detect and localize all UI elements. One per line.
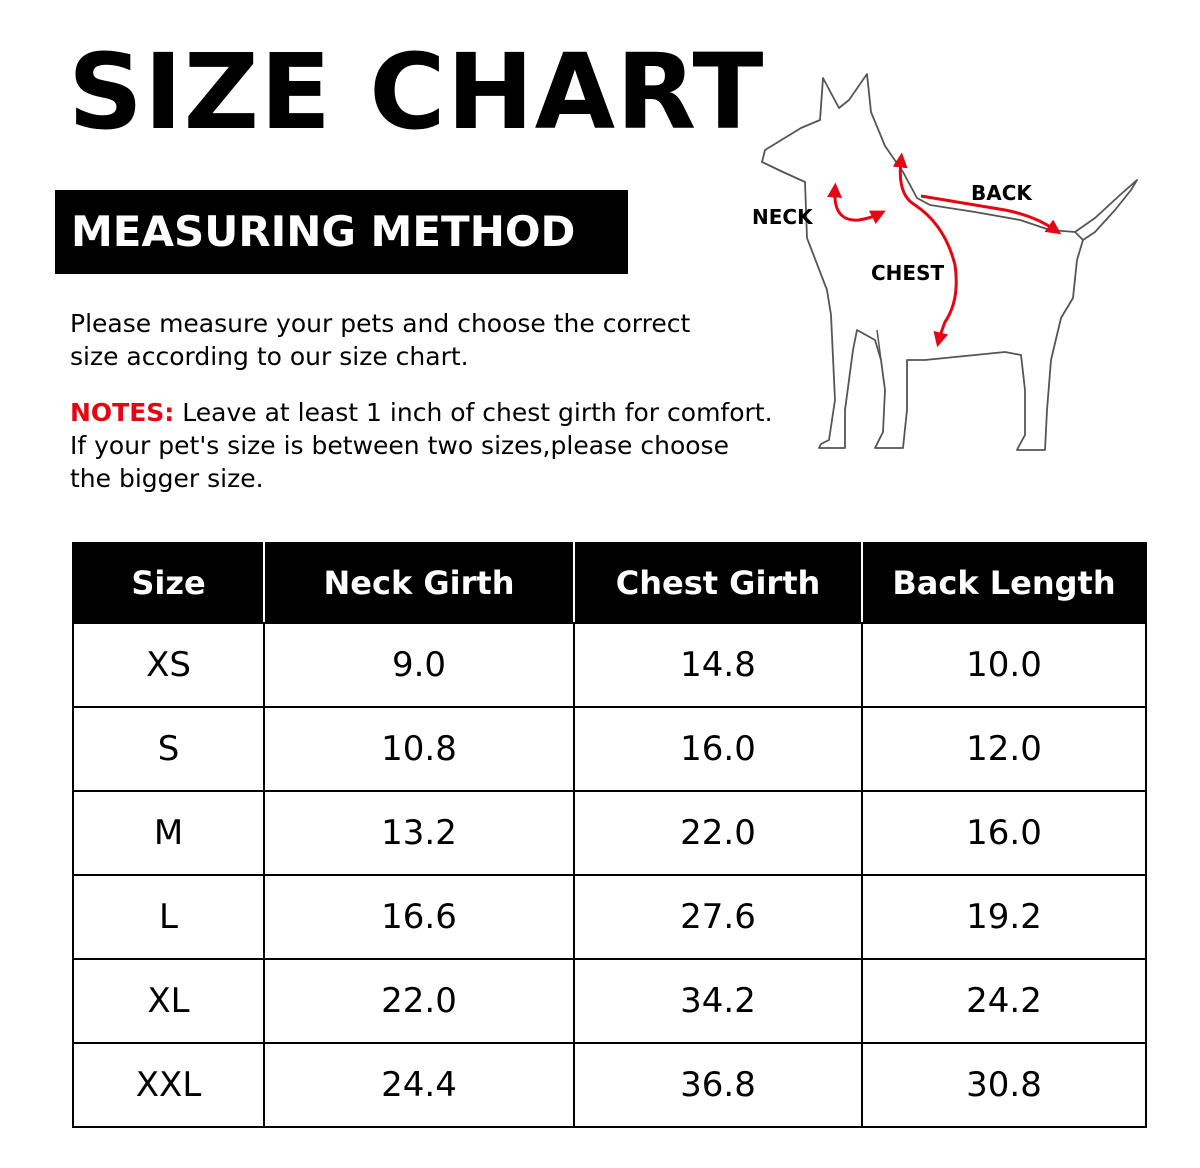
header-back-length: Back Length bbox=[861, 542, 1147, 624]
cell-back-length: 19.2 bbox=[861, 874, 1147, 960]
table-row: M 13.2 22.0 16.0 bbox=[72, 790, 1147, 876]
cell-back-length: 16.0 bbox=[861, 790, 1147, 876]
cell-size: XS bbox=[72, 622, 265, 708]
intro-text: Please measure your pets and choose the … bbox=[70, 307, 690, 373]
cell-neck-girth: 24.4 bbox=[263, 1042, 575, 1128]
cell-back-length: 10.0 bbox=[861, 622, 1147, 708]
notes-line-2: If your pet's size is between two sizes,… bbox=[70, 431, 729, 460]
table-row: S 10.8 16.0 12.0 bbox=[72, 706, 1147, 792]
cell-neck-girth: 16.6 bbox=[263, 874, 575, 960]
cell-neck-girth: 22.0 bbox=[263, 958, 575, 1044]
table-row: XS 9.0 14.8 10.0 bbox=[72, 622, 1147, 708]
cell-size: XXL bbox=[72, 1042, 265, 1128]
cell-back-length: 12.0 bbox=[861, 706, 1147, 792]
header-chest-girth: Chest Girth bbox=[573, 542, 863, 624]
chest-arrow bbox=[892, 152, 958, 348]
cell-chest-girth: 14.8 bbox=[573, 622, 863, 708]
table-row: XXL 24.4 36.8 30.8 bbox=[72, 1042, 1147, 1128]
notes-label: NOTES: bbox=[70, 398, 175, 427]
cell-back-length: 30.8 bbox=[861, 1042, 1147, 1128]
header-size: Size bbox=[72, 542, 265, 624]
dog-tail bbox=[1074, 179, 1138, 241]
cell-back-length: 24.2 bbox=[861, 958, 1147, 1044]
cell-neck-girth: 13.2 bbox=[263, 790, 575, 876]
back-label: BACK bbox=[971, 181, 1033, 205]
cell-neck-girth: 10.8 bbox=[263, 706, 575, 792]
cell-size: L bbox=[72, 874, 265, 960]
cell-chest-girth: 27.6 bbox=[573, 874, 863, 960]
table-header-row: Size Neck Girth Chest Girth Back Length bbox=[72, 542, 1147, 624]
cell-chest-girth: 22.0 bbox=[573, 790, 863, 876]
page-title: SIZE CHART bbox=[68, 31, 765, 153]
intro-line-1: Please measure your pets and choose the … bbox=[70, 309, 691, 338]
cell-size: S bbox=[72, 706, 265, 792]
back-arrow bbox=[920, 194, 1062, 235]
measuring-method-heading: MEASURING METHOD bbox=[55, 190, 628, 274]
notes-line-1: NOTES: Leave at least 1 inch of chest gi… bbox=[70, 396, 773, 429]
notes-line-3: the bigger size. bbox=[70, 464, 264, 493]
dog-measurement-diagram: NECK BACK CHEST bbox=[752, 73, 1138, 451]
header-neck-girth: Neck Girth bbox=[263, 542, 575, 624]
intro-line-2: size according to our size chart. bbox=[70, 342, 469, 371]
neck-label: NECK bbox=[752, 205, 814, 229]
cell-chest-girth: 16.0 bbox=[573, 706, 863, 792]
chest-label: CHEST bbox=[871, 261, 944, 285]
cell-size: XL bbox=[72, 958, 265, 1044]
cell-size: M bbox=[72, 790, 265, 876]
notes-text: NOTES: Leave at least 1 inch of chest gi… bbox=[70, 396, 773, 495]
cell-chest-girth: 34.2 bbox=[573, 958, 863, 1044]
notes-line-1-text: Leave at least 1 inch of chest girth for… bbox=[174, 398, 773, 427]
size-table: Size Neck Girth Chest Girth Back Length … bbox=[72, 542, 1147, 1128]
table-row: L 16.6 27.6 19.2 bbox=[72, 874, 1147, 960]
cell-neck-girth: 9.0 bbox=[263, 622, 575, 708]
neck-arrow bbox=[827, 182, 886, 225]
dog-front-leg-inner bbox=[876, 329, 882, 361]
table-row: XL 22.0 34.2 24.2 bbox=[72, 958, 1147, 1044]
cell-chest-girth: 36.8 bbox=[573, 1042, 863, 1128]
